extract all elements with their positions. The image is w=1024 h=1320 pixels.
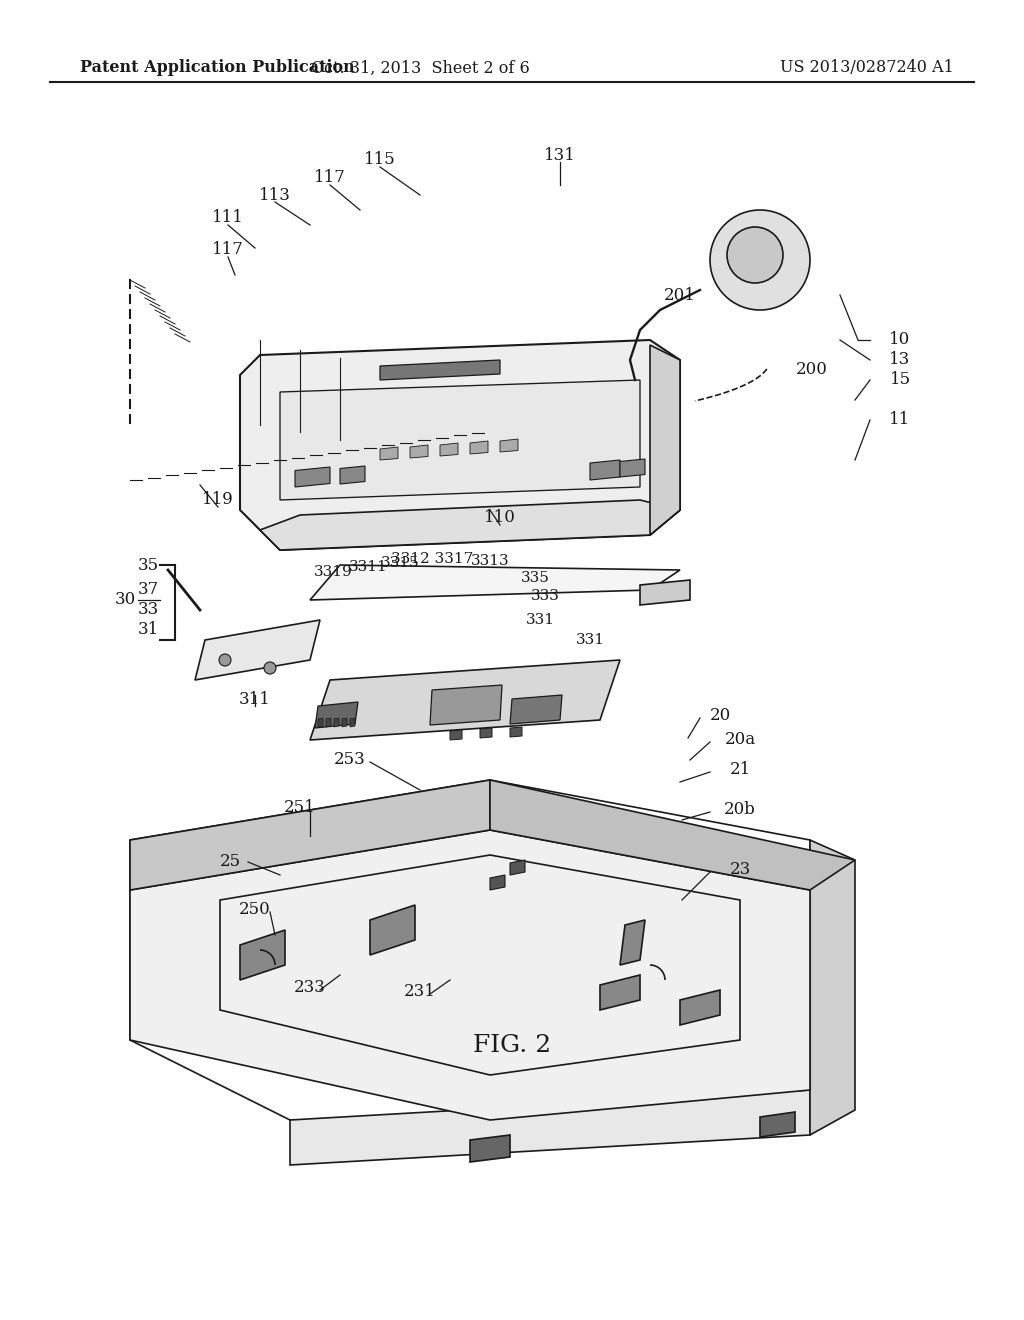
Text: 10: 10 [890, 331, 910, 348]
Polygon shape [650, 345, 680, 535]
Text: FIG. 2: FIG. 2 [473, 1034, 551, 1056]
Polygon shape [590, 459, 620, 480]
Polygon shape [680, 990, 720, 1026]
Text: 113: 113 [259, 186, 291, 203]
Polygon shape [450, 730, 462, 741]
Polygon shape [510, 861, 525, 875]
Text: 3313: 3313 [471, 554, 509, 568]
Polygon shape [430, 685, 502, 725]
Text: 33: 33 [137, 602, 159, 619]
Polygon shape [240, 341, 680, 550]
Text: 3319: 3319 [313, 565, 352, 579]
Polygon shape [340, 466, 365, 484]
Polygon shape [640, 579, 690, 605]
Polygon shape [620, 459, 645, 477]
Text: 111: 111 [212, 210, 244, 227]
Text: 231: 231 [404, 983, 436, 1001]
Polygon shape [500, 440, 518, 451]
Circle shape [727, 227, 783, 282]
Text: 115: 115 [365, 152, 396, 169]
Text: 30: 30 [115, 591, 135, 609]
Text: 201: 201 [664, 286, 696, 304]
Text: 11: 11 [890, 412, 910, 429]
Text: 331: 331 [525, 612, 555, 627]
Polygon shape [342, 718, 347, 727]
Polygon shape [810, 840, 855, 1135]
Polygon shape [315, 702, 358, 729]
Text: 20: 20 [710, 706, 731, 723]
Text: 21: 21 [729, 762, 751, 779]
Text: 117: 117 [314, 169, 346, 186]
Polygon shape [290, 1090, 810, 1166]
Polygon shape [760, 1111, 795, 1137]
Polygon shape [195, 620, 319, 680]
Polygon shape [480, 729, 492, 738]
Polygon shape [380, 360, 500, 380]
Polygon shape [280, 380, 640, 500]
Text: 35: 35 [137, 557, 159, 573]
Text: 15: 15 [890, 371, 910, 388]
Text: 3311: 3311 [348, 560, 387, 574]
Polygon shape [370, 906, 415, 954]
Polygon shape [240, 931, 285, 979]
Polygon shape [260, 500, 680, 550]
Polygon shape [410, 445, 428, 458]
Text: 119: 119 [202, 491, 233, 508]
Polygon shape [600, 975, 640, 1010]
Text: 3315: 3315 [381, 556, 419, 570]
Polygon shape [510, 727, 522, 737]
Text: 20a: 20a [724, 731, 756, 748]
Text: 233: 233 [294, 979, 326, 997]
Text: 253: 253 [334, 751, 366, 768]
Polygon shape [295, 467, 330, 487]
Polygon shape [510, 696, 562, 723]
Text: 117: 117 [212, 242, 244, 259]
Text: 331: 331 [575, 634, 604, 647]
Text: 37: 37 [137, 582, 159, 598]
Polygon shape [470, 1135, 510, 1162]
Text: Oct. 31, 2013  Sheet 2 of 6: Oct. 31, 2013 Sheet 2 of 6 [310, 59, 529, 77]
Text: 3312 3317: 3312 3317 [391, 552, 473, 566]
Text: 335: 335 [520, 572, 550, 585]
Polygon shape [310, 565, 680, 601]
Text: 23: 23 [729, 862, 751, 879]
Polygon shape [620, 920, 645, 965]
Text: US 2013/0287240 A1: US 2013/0287240 A1 [780, 59, 953, 77]
Polygon shape [326, 718, 331, 727]
Text: 311: 311 [239, 692, 271, 709]
Text: 25: 25 [219, 854, 241, 870]
Polygon shape [470, 441, 488, 454]
Polygon shape [440, 444, 458, 455]
Text: 20b: 20b [724, 801, 756, 818]
Text: 333: 333 [530, 589, 559, 603]
Text: 200: 200 [796, 362, 828, 379]
Polygon shape [380, 447, 398, 459]
Polygon shape [318, 718, 323, 727]
Polygon shape [130, 780, 490, 890]
Text: 31: 31 [137, 622, 159, 639]
Polygon shape [490, 780, 855, 890]
Circle shape [219, 653, 231, 667]
Text: 250: 250 [240, 902, 271, 919]
Polygon shape [334, 718, 339, 727]
Polygon shape [490, 875, 505, 890]
Polygon shape [310, 660, 620, 741]
Text: 13: 13 [890, 351, 910, 368]
Text: 251: 251 [284, 800, 315, 817]
Text: 110: 110 [484, 510, 516, 527]
Polygon shape [350, 718, 355, 727]
Text: Patent Application Publication: Patent Application Publication [80, 59, 354, 77]
Text: 131: 131 [544, 147, 575, 164]
Polygon shape [130, 830, 810, 1119]
Circle shape [710, 210, 810, 310]
Circle shape [264, 663, 276, 675]
